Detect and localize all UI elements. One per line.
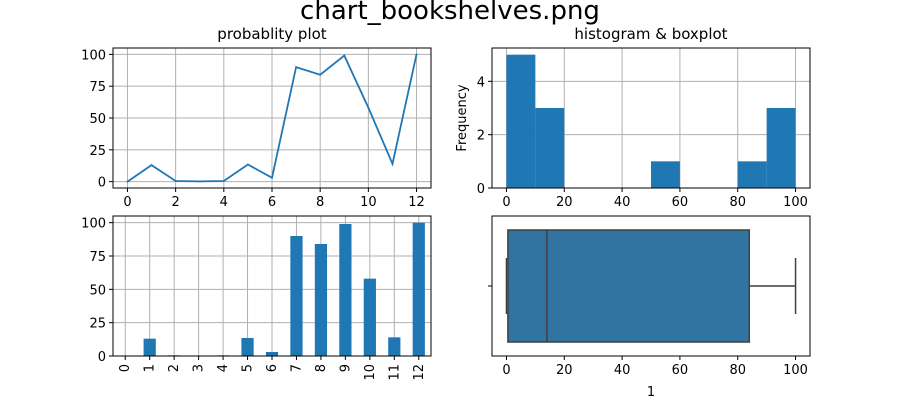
x-tick-label: 10 xyxy=(360,195,377,210)
x-tick-label: 80 xyxy=(729,363,746,378)
x-tick-label: 100 xyxy=(783,363,808,378)
y-tick-label: 75 xyxy=(89,250,106,265)
data-point xyxy=(319,73,322,76)
histogram-bar xyxy=(506,54,536,188)
box-iqr xyxy=(507,229,751,343)
y-tick-label: 50 xyxy=(89,283,106,298)
x-tick-label: 0 xyxy=(123,195,131,210)
data-point xyxy=(198,180,201,183)
x-tick-label: 4 xyxy=(220,195,228,210)
x-tick-label: 12 xyxy=(412,364,427,381)
x-tick-label: 10 xyxy=(363,364,378,381)
x-tick-label: 80 xyxy=(729,195,746,210)
x-tick-label: 7 xyxy=(289,364,304,372)
data-point xyxy=(271,176,273,179)
x-tick-label: 0 xyxy=(502,195,510,210)
bar xyxy=(265,352,279,356)
data-point xyxy=(391,162,394,165)
x-tick-label: 100 xyxy=(783,195,808,210)
figure-title: chart_bookshelves.png xyxy=(300,0,600,26)
bar xyxy=(363,278,376,356)
y-tick-label: 0 xyxy=(98,176,106,191)
y-tick-label: 50 xyxy=(89,112,106,127)
x-tick-label: 60 xyxy=(672,363,689,378)
x-tick-label: 11 xyxy=(387,364,402,381)
data-point xyxy=(295,66,297,68)
data-point xyxy=(343,54,346,57)
line-plot-title: probablity plot xyxy=(217,25,326,43)
x-tick-label: 2 xyxy=(171,195,179,210)
x-tick-label: 60 xyxy=(672,195,689,210)
data-point xyxy=(367,106,370,109)
y-tick-label: 25 xyxy=(89,317,106,332)
y-tick-label: 75 xyxy=(89,80,106,95)
boxplot-panel: 0 20 40 60 80 100 1 xyxy=(488,215,811,400)
histogram-y-axis-label: Frequency xyxy=(455,84,470,151)
bar xyxy=(143,338,156,356)
bar xyxy=(388,337,401,356)
histogram-bar xyxy=(535,108,565,188)
x-tick-label: 8 xyxy=(316,195,324,210)
x-tick-label: 0 xyxy=(502,363,510,378)
x-tick-label: 20 xyxy=(556,363,573,378)
boxplot-x-axis-label: 1 xyxy=(647,385,655,400)
x-tick-label: 6 xyxy=(265,364,280,372)
x-tick-label: 5 xyxy=(241,364,256,372)
bar xyxy=(290,236,303,356)
x-tick-label: 12 xyxy=(408,195,425,210)
data-point xyxy=(174,180,177,182)
x-tick-label: 9 xyxy=(338,364,353,372)
bar xyxy=(241,338,254,356)
x-tick-label: 3 xyxy=(192,364,207,372)
bar xyxy=(314,244,328,356)
x-tick-label: 40 xyxy=(614,195,631,210)
x-tick-label: 0 xyxy=(118,364,133,372)
data-point xyxy=(247,163,249,166)
histogram-bar xyxy=(737,161,767,188)
bar xyxy=(412,222,425,356)
y-tick-label: 100 xyxy=(81,48,106,63)
data-point xyxy=(126,180,129,183)
y-tick-label: 0 xyxy=(98,350,106,365)
data-point xyxy=(415,53,418,56)
data-point xyxy=(150,164,153,166)
y-tick-label: 25 xyxy=(89,144,106,159)
bar xyxy=(339,224,352,356)
histogram-panel: 0 20 40 60 80 100 0 2 4 histogram & boxplot Freq… xyxy=(455,25,811,210)
histogram-frame xyxy=(491,47,811,189)
x-tick-label: 6 xyxy=(268,195,276,210)
x-tick-label: 2 xyxy=(167,364,182,372)
x-tick-label: 4 xyxy=(216,364,231,372)
y-tick-label: 100 xyxy=(81,217,106,232)
line-plot-panel: 0 2 4 6 8 10 12 0 25 50 75 100 probablity plot xyxy=(81,25,432,210)
x-tick-label: 20 xyxy=(556,195,573,210)
histogram-title: histogram & boxplot xyxy=(574,25,727,43)
histogram-bar xyxy=(766,108,796,188)
histogram-bar xyxy=(651,161,680,188)
x-tick-label: 40 xyxy=(614,363,631,378)
y-tick-label: 4 xyxy=(477,75,485,90)
x-tick-label: 1 xyxy=(143,364,158,372)
x-tick-label: 8 xyxy=(314,364,329,372)
y-tick-label: 2 xyxy=(477,129,485,144)
data-point xyxy=(222,180,225,182)
y-tick-label: 0 xyxy=(477,182,485,197)
